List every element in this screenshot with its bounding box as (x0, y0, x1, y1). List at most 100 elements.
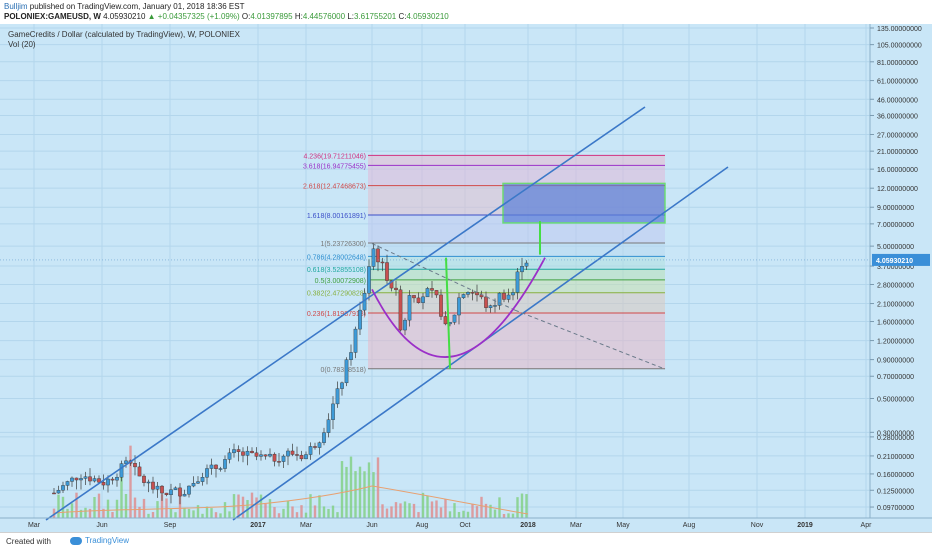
candle-body (430, 288, 434, 291)
candle-body (367, 266, 371, 294)
candle-body (506, 294, 511, 300)
candle-body (299, 454, 304, 460)
volume-bar (462, 510, 465, 518)
volume-bar (322, 506, 326, 518)
volume-bar (489, 504, 492, 518)
volume-bar (84, 507, 87, 518)
volume-bar (160, 494, 164, 518)
y-tick-label: 9.00000000 (877, 205, 914, 212)
fib-zone (368, 165, 665, 186)
candle-body (488, 305, 493, 308)
candle-body (227, 452, 232, 460)
volume-bar (268, 499, 272, 518)
volume-bar (309, 494, 312, 518)
y-tick-label: 1.60000000 (877, 320, 914, 327)
volume-bar (250, 492, 254, 518)
volume-bar (498, 497, 501, 518)
candle-body (182, 493, 187, 497)
candle-body (403, 319, 407, 331)
chart-title: GameCredits / Dollar (calculated by Trad… (8, 30, 240, 39)
candle-body (353, 328, 358, 353)
volume-bar (448, 511, 452, 518)
volume-bar (151, 512, 155, 518)
volume-bar (363, 471, 366, 518)
projection-line (371, 243, 516, 311)
candle-body (200, 477, 205, 482)
candle-body (398, 289, 403, 331)
candle-body (169, 489, 173, 496)
volume-bar (196, 505, 200, 518)
volume-bar (111, 512, 114, 518)
y-tick-label: 61.00000000 (877, 79, 918, 86)
candle-body (394, 287, 398, 291)
close-value: 4.05930210 (406, 12, 449, 21)
y-tick-label: 2.10000000 (877, 302, 914, 309)
candle-body (349, 352, 353, 360)
volume-bar (178, 495, 182, 518)
published-text: published on TradingView.com, January 01… (29, 2, 245, 11)
volume-bar (331, 505, 335, 518)
channel-upper-line (45, 106, 646, 521)
candle-body (155, 485, 160, 490)
volume-bar (124, 493, 128, 518)
volume-bar (241, 496, 245, 518)
candle-body (61, 485, 65, 491)
y-tick-label: 5.00000000 (877, 244, 914, 251)
x-tick-label: Oct (460, 522, 471, 529)
created-with-text: Created with (6, 537, 51, 546)
volume-bar (210, 508, 213, 518)
candle-body (497, 292, 502, 306)
open-value: 4.01397895 (250, 12, 293, 21)
chart-canvas[interactable]: 0(0.78318518) 0.236(1.81987918) 0.382(2.47… (0, 24, 932, 532)
depth-measure-line (445, 257, 451, 370)
candle-body (335, 388, 340, 405)
volume-bar (201, 513, 204, 518)
price-change: +0.04357325 (+1.09%) (157, 12, 240, 21)
candle-body (142, 475, 146, 483)
fib-zone (368, 155, 665, 166)
y-tick-label: 0.90000000 (877, 358, 914, 365)
candle-body (389, 280, 394, 289)
fib-level-label: 1(5.23726300) (320, 241, 366, 248)
volume-bar (502, 513, 506, 518)
y-tick-label: 0.16000000 (877, 472, 914, 479)
volume-bar (399, 503, 402, 518)
volume-bar (484, 503, 488, 518)
volume-bar (214, 512, 218, 518)
volume-bar (133, 497, 137, 518)
volume-bar (403, 501, 407, 518)
y-tick-label: 16.00000000 (877, 167, 918, 174)
candle-body (205, 468, 209, 478)
price-axis[interactable]: 135.00000000 105.00000000 81.00000000 61.00… (869, 24, 932, 532)
tradingview-brand[interactable]: TradingView (70, 536, 129, 545)
candle-body (493, 305, 497, 307)
fib-level-label: 0(0.78318518) (320, 367, 366, 374)
volume-bar (237, 494, 240, 518)
candle-body (470, 292, 475, 294)
candle-body (218, 468, 223, 470)
time-axis[interactable]: Mar Jun Sep 2017 Mar Jun Aug Oct 2018 Mar May Aug No… (0, 517, 932, 529)
volume-ma-line (53, 485, 529, 515)
candle-body (439, 294, 443, 317)
y-tick-label: 81.00000000 (877, 60, 918, 67)
brand-label: TradingView (85, 536, 130, 545)
volume-bar (408, 503, 411, 518)
fib-zone (368, 243, 665, 257)
candle-body (160, 485, 164, 494)
fib-level-label: 1.618(8.00161891) (307, 213, 366, 220)
volume-bar (255, 497, 258, 518)
current-price: 4.05930210 (103, 12, 146, 21)
candle-body (151, 481, 155, 490)
candle-body (502, 292, 506, 300)
candle-body (236, 449, 241, 452)
candle-body (380, 261, 385, 264)
volume-bar (318, 495, 321, 518)
publisher-link[interactable]: Bulljim (4, 2, 28, 11)
candle-body (313, 446, 317, 448)
chart-area[interactable]: 0(0.78318518) 0.236(1.81987918) 0.382(2.47… (0, 24, 932, 532)
candle-body (65, 481, 70, 486)
volume-bar (466, 511, 470, 518)
publish-info: Bulljim published on TradingView.com, Ja… (4, 2, 244, 12)
volume-bar (93, 496, 96, 518)
candle-body (286, 450, 290, 457)
